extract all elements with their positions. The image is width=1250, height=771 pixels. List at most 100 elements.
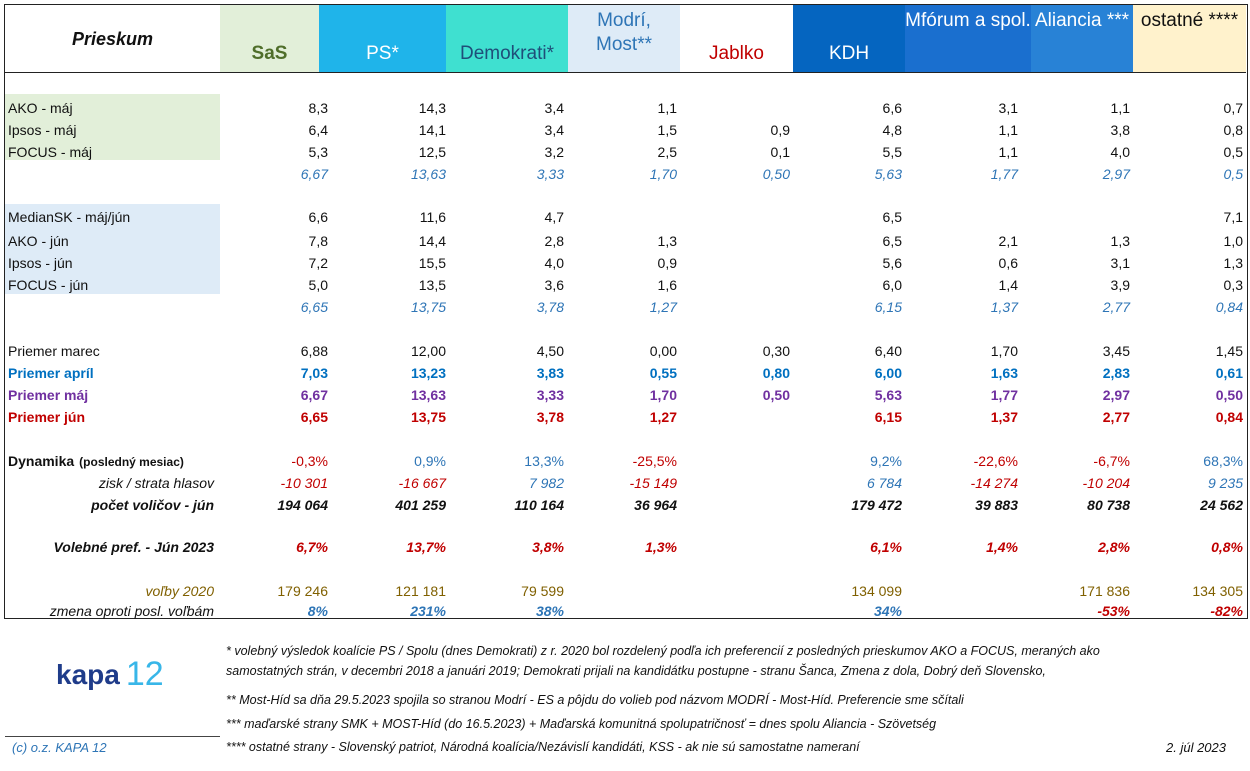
- table-cell: 0,50: [762, 166, 790, 182]
- table-cell: 0,84: [1215, 299, 1243, 315]
- table-cell: 3,78: [536, 299, 564, 315]
- table-cell: 0,55: [649, 365, 677, 381]
- row-label: zmena oproti posl. voľbám: [5, 600, 220, 622]
- table-cell: 38%: [535, 603, 564, 619]
- table-cell: 15,5: [418, 255, 446, 271]
- header-party-5: KDH: [793, 5, 905, 72]
- table-cell: 1,63: [990, 365, 1018, 381]
- may-polls-shade: [5, 94, 220, 160]
- table-cell: -14 274: [970, 475, 1018, 491]
- header-party-0: SaS: [220, 5, 319, 72]
- table-cell: 80 738: [1087, 497, 1130, 513]
- table-cell: 3,4: [544, 100, 564, 116]
- table-cell: 0,5: [1223, 166, 1243, 182]
- header-party-3: Modrí, Most**: [568, 5, 680, 72]
- row-label-text: Priemer marec: [8, 343, 100, 359]
- table-cell: 0,3: [1223, 277, 1243, 293]
- table-cell: 6,6: [882, 100, 902, 116]
- table-cell: 1,6: [657, 277, 677, 293]
- table-cell: 2,5: [657, 144, 677, 160]
- table-cell: 5,0: [308, 277, 328, 293]
- table-cell: 5,6: [882, 255, 902, 271]
- table-cell: 6,6: [308, 209, 328, 225]
- table-cell: 4,0: [544, 255, 564, 271]
- table-cell: 13,75: [410, 409, 446, 425]
- table-cell: 6,4: [308, 122, 328, 138]
- row-label-text: Priemer jún: [8, 409, 86, 425]
- june-polls-shade: [5, 204, 220, 294]
- table-cell: 171 836: [1079, 583, 1130, 599]
- table-cell: -15 149: [629, 475, 677, 491]
- row-label-text: Volebné pref. - Jún 2023: [53, 539, 214, 555]
- table-cell: 13,75: [410, 299, 446, 315]
- table-cell: 0,61: [1215, 365, 1243, 381]
- table-cell: 6,1%: [870, 539, 902, 555]
- table-cell: 1,1: [1110, 100, 1130, 116]
- header-party-7: Aliancia ***: [1031, 5, 1133, 72]
- table-cell: 0,8: [1223, 122, 1243, 138]
- table-cell: 6,65: [300, 409, 328, 425]
- logo-number: 12: [125, 655, 164, 693]
- row-label-text: FOCUS - jún: [8, 277, 89, 293]
- row-label-text: AKO - jún: [8, 233, 69, 249]
- table-cell: 79 599: [521, 583, 564, 599]
- row-label-text: MedianSK - máj/jún: [8, 209, 131, 225]
- row-label: voľby 2020: [5, 580, 220, 602]
- table-cell: 3,1: [1110, 255, 1130, 271]
- table-cell: 0,80: [762, 365, 790, 381]
- table-cell: 2,97: [1102, 387, 1130, 403]
- row-label-text: FOCUS - máj: [8, 144, 92, 160]
- row-label-sub: (posledný mesiac): [79, 455, 184, 469]
- table-cell: 24 562: [1200, 497, 1243, 513]
- table-cell: 4,50: [536, 343, 564, 359]
- table-cell: 14,3: [418, 100, 446, 116]
- table-cell: 0,6: [998, 255, 1018, 271]
- row-label-text: voľby 2020: [145, 583, 214, 599]
- table-cell: 6,67: [300, 166, 328, 182]
- table-cell: 9,2%: [870, 453, 902, 469]
- table-cell: 0,30: [762, 343, 790, 359]
- table-cell: 6,00: [874, 365, 902, 381]
- table-cell: 2,1: [998, 233, 1018, 249]
- table-cell: 3,33: [536, 166, 564, 182]
- table-cell: 231%: [410, 603, 446, 619]
- copyright-divider: [5, 736, 220, 737]
- table-cell: 0,00: [649, 343, 677, 359]
- row-label: FOCUS - jún: [5, 274, 88, 296]
- table-cell: 13,5: [418, 277, 446, 293]
- table-cell: 6 784: [866, 475, 902, 491]
- table-cell: 7 982: [528, 475, 564, 491]
- table-cell: 6,5: [882, 233, 902, 249]
- row-label-text: AKO - máj: [8, 100, 73, 116]
- table-cell: 6,65: [300, 299, 328, 315]
- row-label-text: zisk / strata hlasov: [98, 475, 214, 491]
- table-cell: 1,1: [998, 144, 1018, 160]
- header-party-2: Demokrati*: [446, 5, 568, 72]
- table-cell: -10 204: [1082, 475, 1130, 491]
- footnote-3: *** maďarské strany SMK + MOST-Híd (do 1…: [226, 717, 937, 731]
- table-cell: 2,83: [1102, 365, 1130, 381]
- table-cell: 7,2: [308, 255, 328, 271]
- table-cell: 68,3%: [1203, 453, 1243, 469]
- table-cell: 12,5: [418, 144, 446, 160]
- table-cell: 13,7%: [406, 539, 446, 555]
- table-cell: -25,5%: [632, 453, 677, 469]
- row-label: zisk / strata hlasov: [5, 472, 220, 494]
- table-cell: 12,00: [410, 343, 446, 359]
- table-cell: 1,77: [990, 387, 1018, 403]
- footnote-1: * volebný výsledok koalície PS / Spolu (…: [226, 644, 1100, 658]
- table-cell: 1,70: [649, 166, 677, 182]
- table-cell: 36 964: [634, 497, 677, 513]
- table-cell: 179 246: [277, 583, 328, 599]
- table-cell: 11,6: [419, 209, 446, 225]
- table-cell: 134 305: [1192, 583, 1243, 599]
- row-label: Priemer marec: [5, 340, 100, 362]
- table-cell: 3,33: [536, 387, 564, 403]
- table-cell: 1,45: [1215, 343, 1243, 359]
- header-party-6: Mfórum a spol.: [905, 5, 1031, 72]
- table-cell: 2,77: [1102, 409, 1130, 425]
- table-cell: 121 181: [395, 583, 446, 599]
- table-cell: 1,3%: [645, 539, 677, 555]
- row-label: Priemer jún: [5, 406, 85, 428]
- table-cell: 0,50: [762, 387, 790, 403]
